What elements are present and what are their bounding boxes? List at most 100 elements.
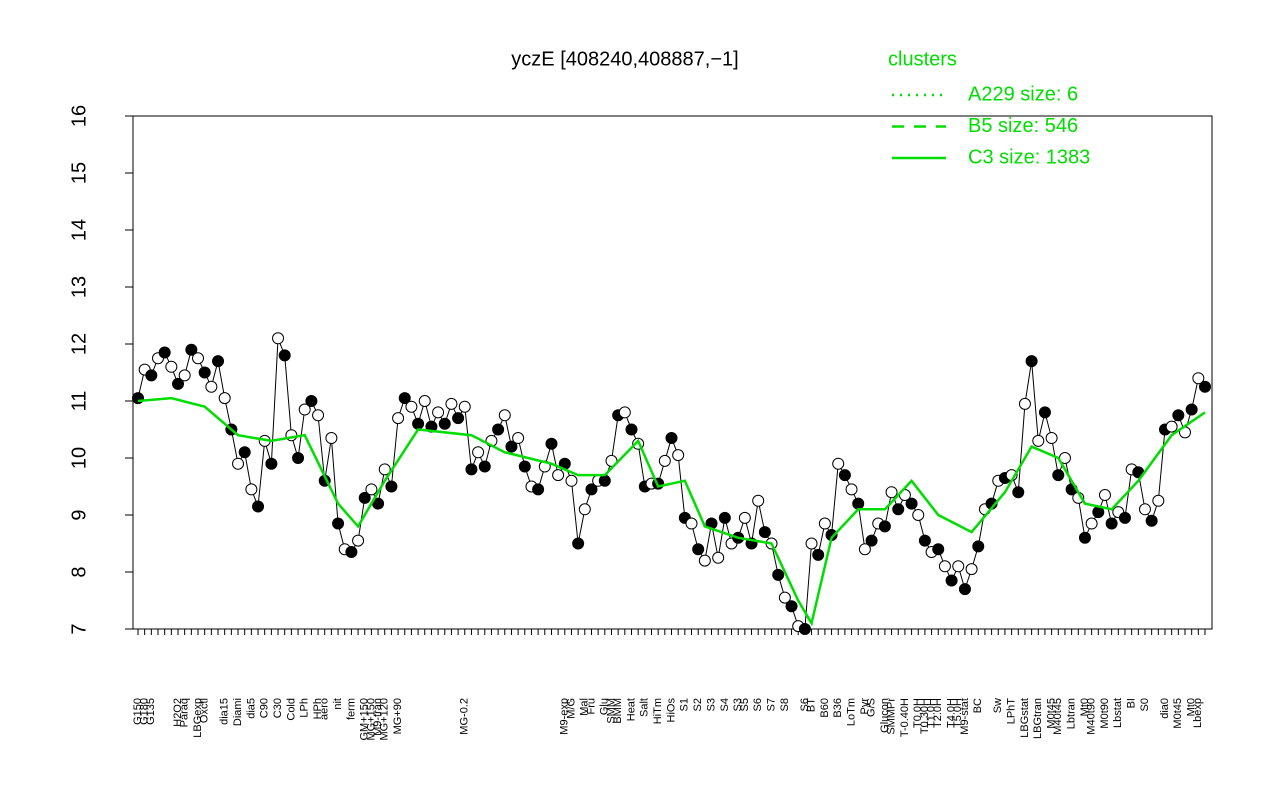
x-tick-label: Diami <box>232 698 244 726</box>
x-tick-label: Lbexp <box>1192 698 1204 728</box>
x-tick-label: C30 <box>272 698 284 718</box>
y-tick-label: 12 <box>68 333 90 355</box>
x-tick-label: GM+150 <box>359 698 371 741</box>
data-point <box>1052 469 1065 482</box>
data-point <box>325 432 338 445</box>
chart-title: yczE [408240,408887,−1] <box>511 48 738 70</box>
data-point <box>718 511 731 524</box>
data-point <box>578 503 591 516</box>
data-point <box>972 540 985 553</box>
data-point <box>812 548 825 561</box>
data-point <box>405 400 418 413</box>
data-point <box>672 449 685 462</box>
data-point <box>352 534 365 547</box>
x-tick-label: Paraq <box>179 698 191 727</box>
x-tick-label: Glu <box>599 698 611 715</box>
x-tick-label: LPh <box>299 698 311 718</box>
data-point <box>1078 531 1091 544</box>
legend-label: B5 size: 546 <box>968 115 1078 137</box>
data-point <box>398 392 411 405</box>
data-point <box>1025 355 1038 368</box>
data-point <box>758 526 771 539</box>
data-point <box>585 483 598 496</box>
x-tick-label: S0 <box>1139 698 1151 711</box>
x-tick-label: LBGstat <box>1019 698 1031 738</box>
x-tick-label: LoTm <box>845 698 857 726</box>
x-tick-label: S5 <box>739 698 751 711</box>
data-point <box>465 463 478 476</box>
data-point <box>478 460 491 473</box>
x-tick-label: dia15 <box>219 698 231 725</box>
data-point <box>858 543 871 556</box>
x-tick-label: BMM <box>612 698 624 724</box>
x-tick-label: G180 <box>139 698 151 725</box>
data-point <box>938 560 951 573</box>
data-point <box>205 380 218 393</box>
data-point <box>332 517 345 530</box>
data-point <box>665 432 678 445</box>
x-tick-label: LBGexp <box>192 698 204 738</box>
data-point <box>778 591 791 604</box>
data-point <box>1045 432 1058 445</box>
data-point <box>1038 406 1051 419</box>
x-tick-label: T-0.40H <box>899 698 911 737</box>
data-point <box>278 349 291 362</box>
data-point <box>658 454 671 467</box>
data-point <box>438 417 451 430</box>
x-tick-label: Oxctl <box>199 698 211 723</box>
data-point <box>232 457 245 470</box>
x-tick-label: aero <box>319 698 331 720</box>
data-point <box>132 392 144 405</box>
x-tick-label: BT <box>805 698 817 712</box>
data-point <box>172 377 185 390</box>
x-tick-label: T5.0H <box>952 698 964 728</box>
data-point <box>1098 489 1111 502</box>
data-point <box>625 423 638 436</box>
data-point <box>832 457 845 470</box>
data-point <box>545 437 558 450</box>
data-point <box>385 480 398 493</box>
x-tick-label: LPhT <box>1006 698 1018 725</box>
data-point <box>158 346 171 359</box>
data-point <box>365 483 378 496</box>
data-point <box>512 432 525 445</box>
x-tick-label: Mt0 <box>1186 698 1198 716</box>
data-point <box>418 395 431 407</box>
y-tick-label: 15 <box>68 162 90 184</box>
x-tick-label: MG-0.2 <box>459 698 471 735</box>
data-point <box>712 551 725 564</box>
x-tick-label: M0t45 <box>1172 698 1184 729</box>
data-point <box>805 537 818 550</box>
x-tick-label: T0.30H <box>919 698 931 734</box>
data-point <box>305 395 318 407</box>
data-point <box>212 355 225 368</box>
data-point <box>498 409 511 422</box>
data-point <box>865 534 878 547</box>
legend-title: clusters <box>888 48 957 70</box>
x-tick-label: BI <box>1126 698 1138 708</box>
data-point <box>772 568 785 581</box>
x-tick-label: nit <box>332 698 344 710</box>
y-tick-label: 9 <box>68 509 90 520</box>
data-point <box>1152 494 1165 507</box>
x-tick-label: S6 <box>752 698 764 711</box>
data-point <box>392 412 405 425</box>
x-tick-label: BC <box>972 698 984 713</box>
x-tick-label: MG+150 <box>365 698 377 741</box>
data-point <box>198 366 211 379</box>
data-point <box>618 406 631 419</box>
data-point <box>345 546 358 559</box>
x-tick-label: Heat <box>625 698 637 721</box>
x-tick-label: S2 <box>692 698 704 711</box>
data-point <box>905 497 918 510</box>
data-point <box>312 409 325 422</box>
data-point <box>752 494 765 507</box>
data-point <box>472 446 485 459</box>
data-point <box>452 412 465 425</box>
data-point <box>892 503 905 516</box>
data-point <box>1185 403 1198 416</box>
data-point <box>1145 514 1158 527</box>
data-point <box>932 543 945 556</box>
x-tick-label: B60 <box>819 698 831 718</box>
